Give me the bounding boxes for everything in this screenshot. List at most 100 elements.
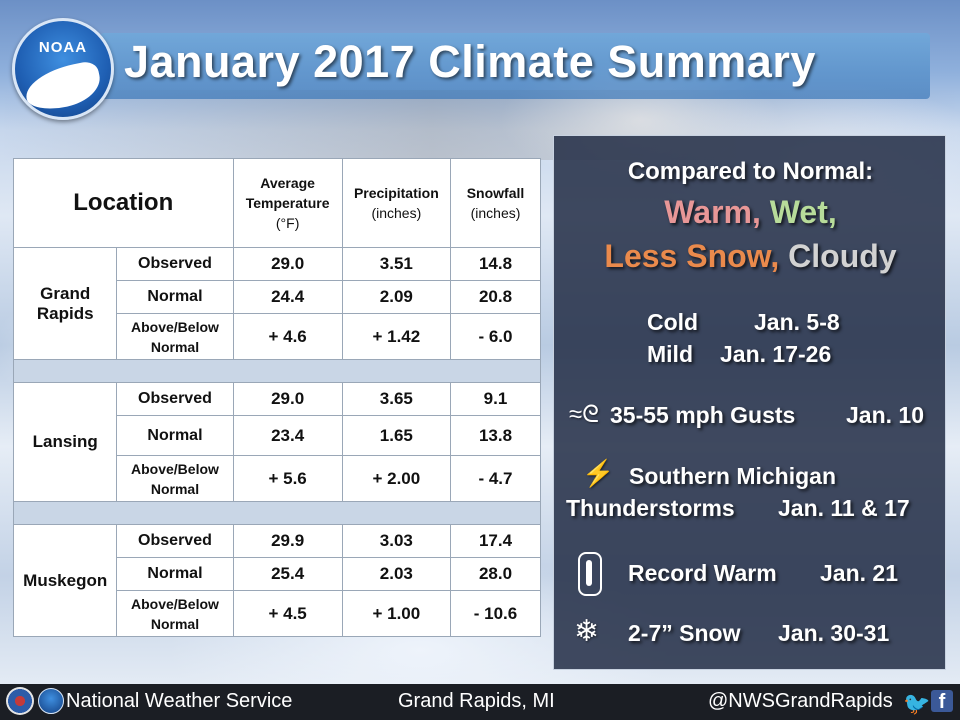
noaa-logo-text: NOAA	[38, 39, 88, 56]
temp-header: Average Temperature (°F)	[232, 158, 343, 248]
cell-value: 28.0	[449, 557, 542, 591]
cell-value: - 6.0	[449, 313, 542, 360]
row-label-diff: Above/Below Normal	[116, 590, 234, 637]
storms-dates: Jan. 11 & 17	[778, 495, 910, 521]
warm-label: Warm,	[664, 194, 761, 230]
compared-heading: Compared to Normal:	[627, 158, 874, 185]
summary-line-2: Less Snow, Cloudy	[554, 238, 947, 275]
noaa-bird-shape	[21, 59, 105, 115]
cell-value: 3.03	[341, 524, 451, 558]
cell-value: 3.65	[341, 382, 451, 416]
gusts-date: Jan. 10	[846, 402, 924, 428]
cell-value: + 4.6	[232, 313, 343, 360]
cell-value: 20.8	[449, 280, 542, 314]
row-label-observed: Observed	[116, 247, 234, 281]
footer-handle[interactable]: @NWSGrandRapids	[708, 690, 893, 712]
cold-label: Cold	[647, 309, 699, 335]
storms-line-1: Southern Michigan	[629, 463, 836, 489]
thermometer-bar	[586, 560, 592, 586]
snow-header-label: Snowfall	[466, 185, 525, 201]
cell-value: 29.0	[232, 382, 343, 416]
table-row: Normal 25.4 2.03 28.0	[14, 557, 542, 591]
table-row: Normal 23.4 1.65 13.8	[14, 415, 542, 456]
mild-dates: Jan. 17-26	[720, 341, 832, 367]
cell-value: 29.9	[232, 524, 343, 558]
row-label-normal: Normal	[116, 280, 234, 314]
precip-header: Precipitation (inches)	[341, 158, 451, 248]
cell-value: 2.09	[341, 280, 451, 314]
table-row: Above/Below Normal + 4.5 + 1.00 - 10.6	[14, 590, 542, 637]
temp-header-label: Average Temperature	[245, 175, 330, 211]
spacer-cell	[13, 501, 541, 525]
noaa-small-logo	[38, 688, 64, 714]
record-warm-date: Jan. 21	[820, 560, 898, 586]
row-label-diff: Above/Below Normal	[116, 455, 234, 502]
cell-value: 25.4	[232, 557, 343, 591]
cell-value: 29.0	[232, 247, 343, 281]
title-bar	[100, 33, 930, 99]
cell-value: + 2.00	[341, 455, 451, 502]
lightning-icon: ⚡	[582, 458, 615, 488]
cell-value: + 4.5	[232, 590, 343, 637]
cell-value: 1.65	[341, 415, 451, 456]
noaa-logo: NOAA	[12, 18, 114, 120]
row-label-observed: Observed	[116, 524, 234, 558]
cell-value: 13.8	[449, 415, 542, 456]
location-name: Lansing	[12, 382, 118, 502]
table-row: Above/Below Normal + 4.6 + 1.42 - 6.0	[14, 313, 542, 360]
table-header-row: Location Average Temperature (°F) Precip…	[13, 158, 542, 248]
cell-value: + 1.42	[341, 313, 451, 360]
location-name: Grand Rapids	[12, 247, 118, 360]
table-row: Normal 24.4 2.09 20.8	[14, 280, 542, 314]
cell-value: 24.4	[232, 280, 343, 314]
cell-value: 2.03	[341, 557, 451, 591]
row-label-observed: Observed	[116, 382, 234, 416]
footer-bar: National Weather Service Grand Rapids, M…	[0, 684, 960, 720]
cell-value: 3.51	[341, 247, 451, 281]
cell-value: + 1.00	[341, 590, 451, 637]
snowflake-icon: ❄	[574, 615, 600, 648]
location-header: Location	[13, 158, 234, 248]
summary-line-1: Warm, Wet,	[554, 194, 947, 231]
table-row: Muskegon Observed 29.9 3.03 17.4	[12, 524, 542, 637]
location-name: Muskegon	[12, 524, 118, 637]
page-title: January 2017 Climate Summary	[124, 36, 816, 87]
cell-value: 17.4	[449, 524, 542, 558]
thermometer-icon	[578, 552, 602, 596]
temp-header-unit: (°F)	[275, 215, 300, 231]
cloudy-label: Cloudy	[788, 238, 897, 274]
table-spacer	[13, 501, 541, 525]
precip-header-label: Precipitation	[353, 185, 439, 201]
table-row: Grand Rapids Observed 29.0 3.51 14.8	[12, 247, 542, 360]
row-label-normal: Normal	[116, 415, 234, 456]
mild-label: Mild	[647, 341, 693, 367]
gusts-text: 35-55 mph Gusts	[610, 402, 796, 428]
climate-table: Location Average Temperature (°F) Precip…	[12, 158, 542, 637]
snow-dates: Jan. 30-31	[778, 620, 890, 646]
summary-panel: Compared to Normal: Warm, Wet, Less Snow…	[553, 135, 946, 670]
cell-value: 23.4	[232, 415, 343, 456]
snow-header: Snowfall (inches)	[449, 158, 542, 248]
less-snow-label: Less Snow,	[604, 238, 780, 274]
snow-amount-text: 2-7” Snow	[628, 620, 741, 646]
cold-dates: Jan. 5-8	[754, 309, 840, 335]
cell-value: - 4.7	[449, 455, 542, 502]
table-spacer	[13, 359, 541, 383]
spacer-cell	[13, 359, 541, 383]
facebook-icon[interactable]: f	[931, 690, 953, 713]
twitter-icon[interactable]: 🐦	[903, 691, 931, 716]
footer-office: Grand Rapids, MI	[398, 690, 555, 712]
row-label-normal: Normal	[116, 557, 234, 591]
cell-value: 9.1	[449, 382, 542, 416]
cell-value: 14.8	[449, 247, 542, 281]
cell-value: + 5.6	[232, 455, 343, 502]
cell-value: - 10.6	[449, 590, 542, 637]
record-warm-text: Record Warm	[628, 560, 777, 586]
wind-icon: ≈ᘓ	[569, 401, 600, 428]
wet-label: Wet,	[769, 194, 837, 230]
footer-org: National Weather Service	[66, 690, 293, 712]
table-row: Lansing Observed 29.0 3.65 9.1	[12, 382, 542, 502]
snow-header-unit: (inches)	[470, 205, 521, 221]
nws-logo	[6, 687, 34, 715]
precip-header-unit: (inches)	[371, 205, 422, 221]
